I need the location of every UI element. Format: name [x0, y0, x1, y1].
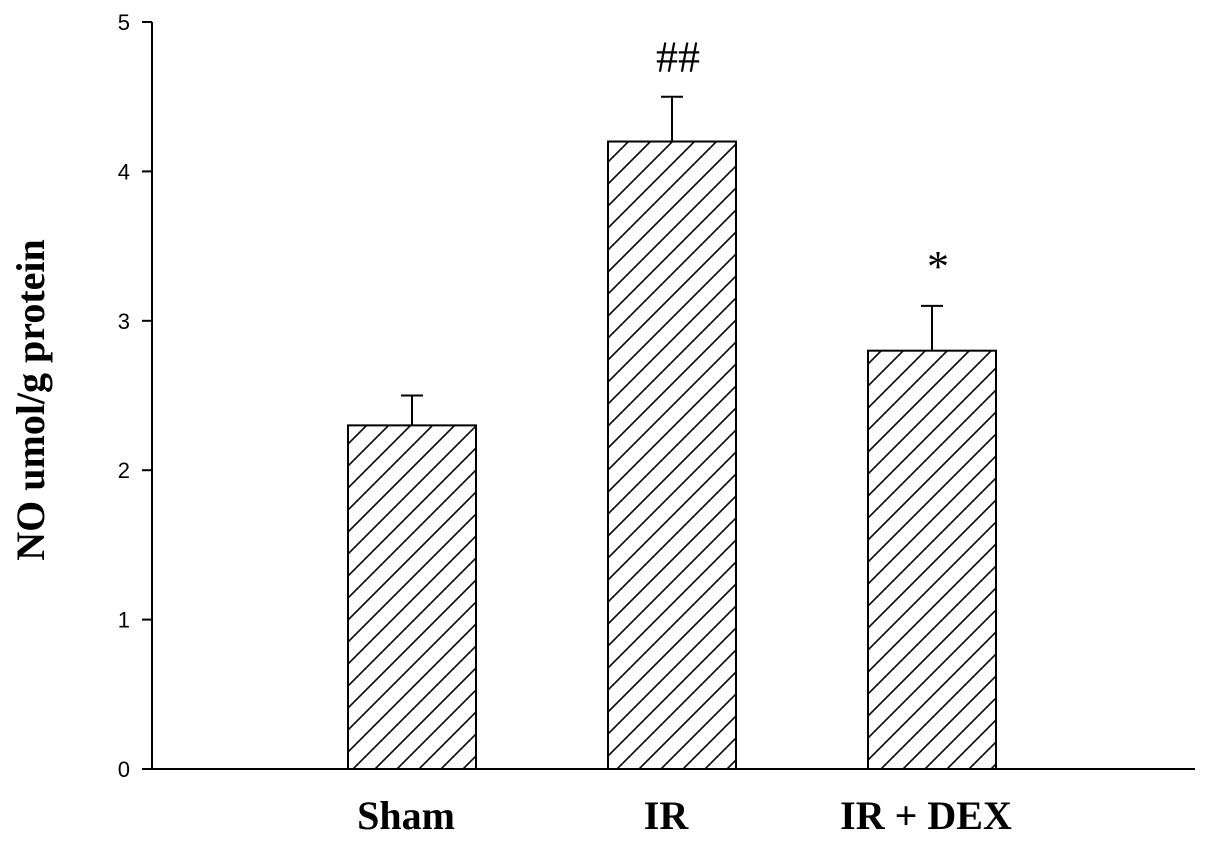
y-tick-label-4: 4: [118, 159, 130, 184]
bar-2: [867, 349, 997, 770]
y-tick-label-0: 0: [118, 757, 130, 782]
x-tick-label-0: Sham: [357, 793, 455, 838]
x-tick-label-2: IR + DEX: [840, 793, 1012, 838]
bar-0: [347, 424, 477, 770]
axes: 0 1 2 3 4 5 Sham IR IR + DEX: [118, 10, 1195, 838]
y-tick-label-3: 3: [118, 309, 130, 334]
annotation-2: *: [927, 242, 949, 291]
y-tick-label-5: 5: [118, 10, 130, 35]
bar-1: [607, 140, 737, 770]
bars: ## *: [347, 33, 997, 770]
annotation-1: ##: [656, 33, 700, 82]
y-tick-label-1: 1: [118, 608, 130, 633]
x-tick-label-1: IR: [644, 793, 690, 838]
y-tick-label-2: 2: [118, 458, 130, 483]
y-axis-title: NO umol/g protein: [8, 239, 53, 561]
